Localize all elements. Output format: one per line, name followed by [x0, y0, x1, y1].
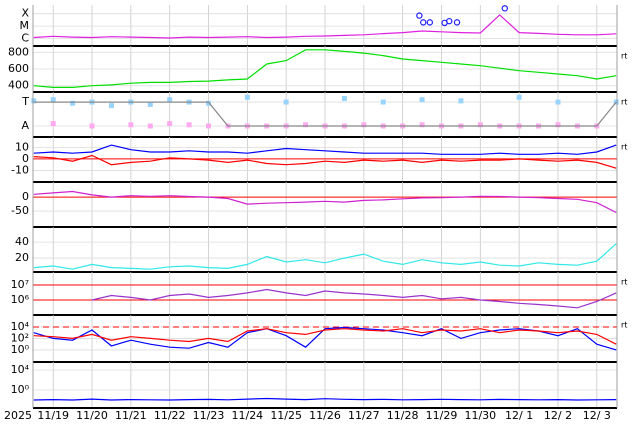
y-tick-label: 800: [8, 45, 29, 58]
y-tick-label: 600: [8, 62, 29, 75]
series-line: [33, 328, 617, 345]
panel-note: rt: [621, 143, 627, 152]
x-tick-label: 11/23: [193, 409, 225, 422]
series-line: [91, 288, 617, 309]
y-tick-label: 10: [15, 140, 29, 153]
x-tick-label: 11/26: [309, 409, 341, 422]
y-tick-label: A: [21, 119, 29, 132]
flare-marker: [501, 5, 508, 12]
series-line: [33, 144, 617, 155]
data-point: [341, 95, 347, 101]
y-tick-label: 10⁷: [11, 278, 29, 291]
y-tick-label: 10⁶: [11, 293, 30, 306]
data-point: [380, 99, 386, 105]
data-point: [186, 122, 192, 128]
flare-marker: [453, 19, 461, 26]
x-tick-label: 11/28: [387, 409, 419, 422]
series-line: [33, 326, 617, 351]
series-line: [33, 49, 617, 88]
flare-marker: [446, 17, 453, 25]
y-tick-label: C: [21, 32, 29, 45]
x-tick-label: 11/22: [154, 409, 186, 422]
flare-marker: [420, 19, 427, 26]
x-tick-label: 12/ 3: [583, 409, 611, 422]
y-tick-label: -10: [11, 163, 29, 176]
x-tick-label: 11/27: [348, 409, 380, 422]
flare-marker: [426, 19, 434, 26]
x-tick-label: 11/29: [426, 409, 458, 422]
panel-note: rt: [621, 52, 627, 61]
x-tick-label: 11/30: [464, 409, 496, 422]
data-point: [206, 100, 212, 106]
data-point: [361, 122, 367, 128]
y-tick-label: 20: [15, 251, 29, 264]
data-point: [477, 122, 483, 128]
data-point: [206, 123, 212, 129]
y-tick-label: 10⁴: [11, 320, 30, 333]
data-point: [167, 121, 173, 127]
data-point: [244, 94, 250, 100]
x-tick-label: 11/24: [231, 409, 263, 422]
series-line: [33, 190, 617, 214]
x-tick-label: 12/ 1: [505, 409, 533, 422]
year-label: 2025: [4, 409, 32, 422]
data-point: [50, 97, 56, 103]
data-point: [147, 123, 153, 129]
y-tick-label: X: [21, 7, 29, 20]
data-point: [555, 99, 561, 105]
data-point: [147, 101, 153, 107]
y-tick-label: 10⁴: [11, 363, 30, 376]
y-tick-label: T: [21, 95, 29, 108]
data-point: [555, 122, 561, 128]
series-line: [33, 243, 617, 270]
x-tick-label: 11/21: [115, 409, 147, 422]
data-point: [167, 97, 173, 103]
series-line: [33, 397, 617, 401]
data-point: [31, 98, 37, 104]
y-tick-label: 10⁰: [11, 383, 30, 396]
data-point: [128, 122, 134, 128]
series-line: [33, 14, 617, 39]
y-tick-label: M: [20, 19, 30, 32]
data-point: [108, 103, 114, 109]
data-point: [516, 94, 522, 100]
data-point: [50, 121, 56, 127]
x-tick-label: 11/20: [76, 409, 108, 422]
flare-marker: [416, 12, 423, 19]
series-line: [33, 154, 617, 169]
y-tick-label: 0: [22, 190, 29, 203]
x-tick-label: 11/19: [37, 409, 69, 422]
panel-note: rt: [621, 278, 627, 287]
panel-note: rt: [621, 98, 627, 107]
y-tick-label: -50: [11, 204, 29, 217]
y-tick-label: 40: [15, 235, 29, 248]
data-point: [89, 123, 95, 129]
data-point: [419, 122, 425, 128]
data-point: [613, 99, 619, 105]
x-tick-label: 11/25: [270, 409, 302, 422]
x-tick-label: 12/ 2: [544, 409, 572, 422]
y-tick-label: 10⁰: [11, 343, 30, 356]
series-line: [33, 101, 617, 127]
data-point: [419, 97, 425, 103]
data-point: [458, 98, 464, 104]
data-point: [303, 122, 309, 128]
y-tick-label: 0: [22, 152, 29, 165]
panel-note: rt: [621, 321, 627, 330]
y-tick-label: 400: [8, 79, 29, 92]
y-tick-label: 10²: [11, 331, 29, 344]
data-point: [283, 99, 289, 105]
data-point: [70, 100, 76, 106]
